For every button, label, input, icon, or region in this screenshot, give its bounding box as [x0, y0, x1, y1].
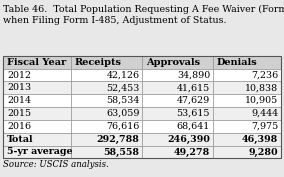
Text: 7,236: 7,236	[251, 70, 278, 79]
Bar	[142, 94, 213, 107]
Bar	[142, 107, 213, 120]
Text: 46,398: 46,398	[242, 135, 278, 144]
Text: Receipts: Receipts	[75, 58, 122, 67]
Bar	[142, 133, 213, 145]
Text: Source: USCIS analysis.: Source: USCIS analysis.	[3, 160, 109, 169]
Text: 76,616: 76,616	[106, 122, 139, 131]
Bar	[213, 56, 281, 68]
Bar	[213, 68, 281, 81]
Bar	[3, 94, 71, 107]
Bar	[213, 133, 281, 145]
Text: 52,453: 52,453	[106, 83, 139, 92]
Text: 68,641: 68,641	[177, 122, 210, 131]
Bar	[71, 81, 142, 94]
Bar	[213, 81, 281, 94]
Text: Total: Total	[7, 135, 34, 144]
Text: 53,615: 53,615	[177, 109, 210, 118]
Text: 246,390: 246,390	[167, 135, 210, 144]
Bar	[3, 133, 71, 145]
Text: 5-yr average: 5-yr average	[7, 147, 73, 156]
Text: Table 46.  Total Population Requesting A Fee Waiver (Form I-912)
when Filing For: Table 46. Total Population Requesting A …	[3, 4, 284, 25]
Bar	[213, 145, 281, 158]
Text: 58,558: 58,558	[103, 147, 139, 156]
Bar	[142, 68, 213, 81]
Bar	[213, 94, 281, 107]
Text: 10,838: 10,838	[245, 83, 278, 92]
Bar	[213, 107, 281, 120]
Text: 7,975: 7,975	[251, 122, 278, 131]
Text: 47,629: 47,629	[177, 96, 210, 105]
Text: 2016: 2016	[7, 122, 31, 131]
Bar	[71, 133, 142, 145]
Text: 58,534: 58,534	[106, 96, 139, 105]
Bar	[71, 120, 142, 133]
Bar	[213, 120, 281, 133]
Text: 41,615: 41,615	[177, 83, 210, 92]
Text: 9,444: 9,444	[251, 109, 278, 118]
Bar	[71, 94, 142, 107]
Text: 9,280: 9,280	[248, 147, 278, 156]
Bar	[71, 68, 142, 81]
Bar	[142, 145, 213, 158]
Bar	[142, 120, 213, 133]
Text: 63,059: 63,059	[106, 109, 139, 118]
Text: 2015: 2015	[7, 109, 31, 118]
Bar	[3, 145, 71, 158]
Text: 292,788: 292,788	[97, 135, 139, 144]
Text: 42,126: 42,126	[106, 70, 139, 79]
Bar	[3, 120, 71, 133]
Bar	[3, 56, 71, 68]
Text: 2013: 2013	[7, 83, 31, 92]
Bar	[3, 56, 281, 158]
Bar	[3, 107, 71, 120]
Bar	[71, 56, 142, 68]
Bar	[3, 68, 71, 81]
Text: 34,890: 34,890	[177, 70, 210, 79]
Text: Fiscal Year: Fiscal Year	[7, 58, 66, 67]
Text: 2012: 2012	[7, 70, 31, 79]
Bar	[71, 107, 142, 120]
Text: 2014: 2014	[7, 96, 31, 105]
Bar	[71, 145, 142, 158]
Bar	[142, 56, 213, 68]
Text: Approvals: Approvals	[146, 58, 200, 67]
Bar	[3, 81, 71, 94]
Text: 10,905: 10,905	[245, 96, 278, 105]
Text: 49,278: 49,278	[174, 147, 210, 156]
Bar	[142, 81, 213, 94]
Text: Denials: Denials	[216, 58, 257, 67]
